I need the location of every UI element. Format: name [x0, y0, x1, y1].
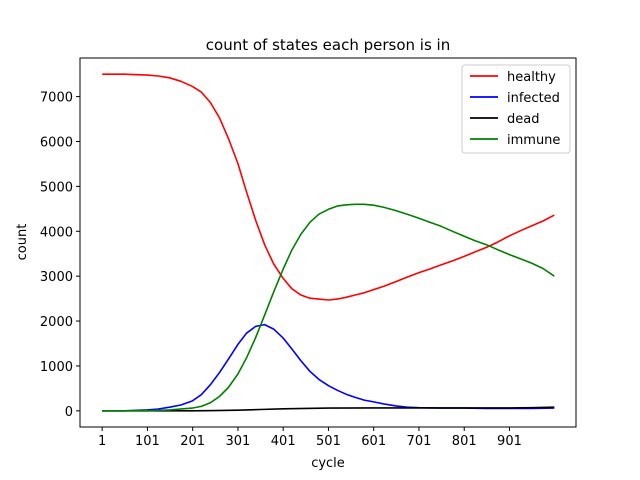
x-tick-label: 201	[180, 434, 205, 449]
y-tick-label: 3000	[40, 270, 73, 285]
legend-label-dead: dead	[507, 112, 539, 127]
x-axis: 1 101 201 301 401 501 601 701 801 901	[98, 427, 522, 449]
legend: healthy infected dead immune	[461, 64, 571, 154]
x-tick-label: 601	[361, 434, 386, 449]
x-tick-label: 701	[407, 434, 432, 449]
y-tick-label: 5000	[40, 180, 73, 195]
x-tick-label: 501	[316, 434, 341, 449]
y-tick-label: 7000	[40, 91, 73, 106]
x-tick-label: 901	[497, 434, 522, 449]
y-tick-label: 0	[65, 405, 73, 420]
series-line-immune	[102, 203, 555, 412]
x-tick-label: 401	[271, 434, 296, 449]
x-tick-label: 801	[452, 434, 477, 449]
x-tick-label: 301	[226, 434, 251, 449]
legend-label-infected: infected	[507, 91, 560, 106]
y-tick-label: 6000	[40, 135, 73, 150]
series-line-infected	[102, 323, 555, 412]
chart-title: count of states each person is in	[206, 36, 450, 54]
y-tick-label: 1000	[40, 360, 73, 375]
y-axis: 0 1000 2000 3000 4000 5000 6000 7000	[40, 91, 80, 420]
legend-label-healthy: healthy	[507, 70, 556, 85]
legend-box	[461, 64, 571, 154]
y-tick-label: 2000	[40, 315, 73, 330]
plot-lines	[102, 73, 555, 412]
y-tick-label: 4000	[40, 225, 73, 240]
series-line-dead	[102, 406, 555, 412]
x-tick-label: 101	[135, 434, 160, 449]
series-line-healthy	[102, 73, 555, 301]
y-axis-title: count	[15, 224, 30, 261]
x-tick-label: 1	[98, 434, 106, 449]
x-axis-title: cycle	[311, 456, 345, 471]
legend-label-immune: immune	[507, 133, 560, 148]
